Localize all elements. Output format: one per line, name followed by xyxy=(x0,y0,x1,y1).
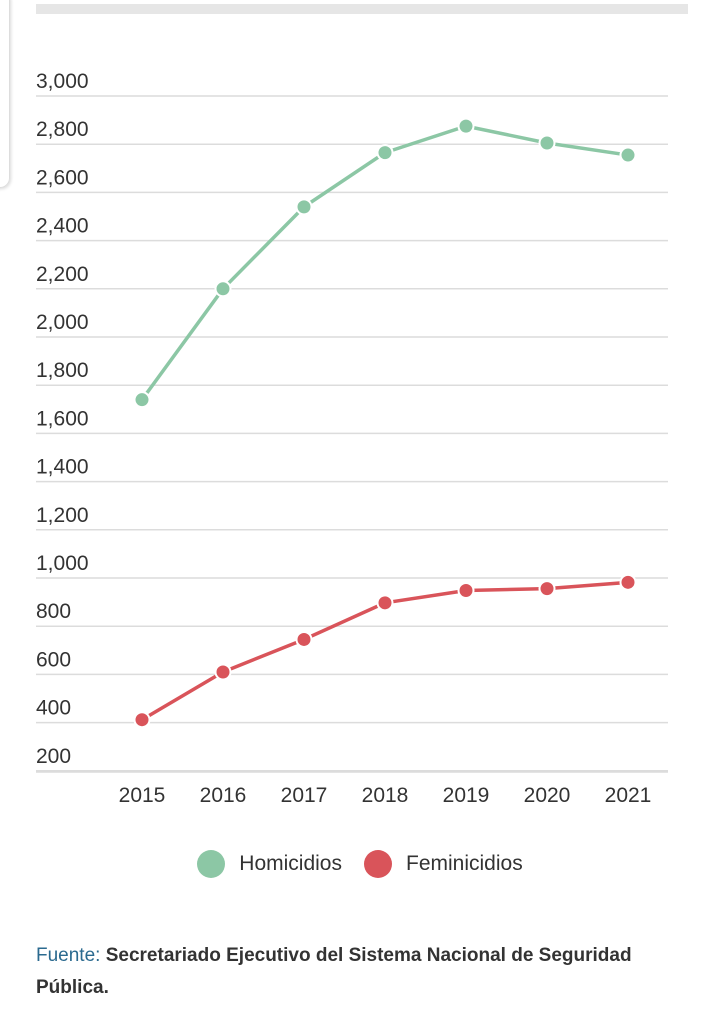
source-label: Fuente: xyxy=(36,945,101,966)
x-tick-label-2015: 2015 xyxy=(119,784,166,807)
x-tick-label-2019: 2019 xyxy=(443,784,490,807)
y-tick-label-2400: 2,400 xyxy=(36,215,89,238)
line-chart: 3,000 2,800 2,600 2,400 2,200 2,000 1,800 1,600… xyxy=(36,70,668,807)
y-tick-label-2200: 2,200 xyxy=(36,263,89,286)
legend-swatch-feminicidios xyxy=(364,850,392,878)
data-point-homicidios-2016 xyxy=(214,280,232,298)
legend-item-feminicidios[interactable]: Feminicidios xyxy=(364,850,523,878)
data-point-homicidios-2021 xyxy=(619,146,637,164)
y-tick-label-1000: 1,000 xyxy=(36,552,89,575)
series-line-homicidios xyxy=(140,124,630,402)
data-point-homicidios-2018 xyxy=(376,144,394,162)
data-point-feminicidios-2015 xyxy=(133,711,151,729)
data-point-homicidios-2019 xyxy=(457,117,475,135)
y-tick-label-1400: 1,400 xyxy=(36,456,89,479)
legend-item-homicidios[interactable]: Homicidios xyxy=(197,850,342,878)
x-tick-label-2016: 2016 xyxy=(200,784,247,807)
x-tick-label-2020: 2020 xyxy=(524,784,571,807)
y-tick-label-400: 400 xyxy=(36,697,71,720)
legend-swatch-homicidios xyxy=(197,850,226,878)
data-point-feminicidios-2021 xyxy=(619,573,637,591)
data-point-homicidios-2017 xyxy=(295,198,313,216)
data-point-homicidios-2015 xyxy=(133,391,151,409)
y-tick-label-1600: 1,600 xyxy=(36,407,89,430)
data-point-feminicidios-2020 xyxy=(538,580,556,598)
y-tick-label-2600: 2,600 xyxy=(36,166,89,189)
chart-legend: Homicidios Feminicidios xyxy=(0,850,720,878)
y-tick-label-2800: 2,800 xyxy=(36,118,89,141)
y-tick-label-1800: 1,800 xyxy=(36,359,89,382)
data-point-feminicidios-2018 xyxy=(376,594,394,612)
y-tick-label-1200: 1,200 xyxy=(36,504,89,527)
y-tick-label-600: 600 xyxy=(36,648,71,671)
data-point-feminicidios-2016 xyxy=(214,663,232,681)
y-tick-label-3000: 3,000 xyxy=(36,70,89,93)
data-point-feminicidios-2017 xyxy=(295,630,313,648)
y-tick-label-800: 800 xyxy=(36,600,71,623)
x-tick-label-2018: 2018 xyxy=(362,784,409,807)
data-point-homicidios-2020 xyxy=(538,134,556,152)
source-note: Fuente: Secretariado Ejecutivo del Siste… xyxy=(36,940,686,1004)
data-point-feminicidios-2019 xyxy=(457,582,475,600)
legend-label-homicidios: Homicidios xyxy=(239,852,342,875)
x-tick-label-2021: 2021 xyxy=(605,784,652,807)
legend-label-feminicidios: Feminicidios xyxy=(406,852,523,875)
source-text: Secretariado Ejecutivo del Sistema Nacio… xyxy=(36,945,632,998)
y-tick-label-200: 200 xyxy=(36,745,71,768)
top-divider-bar xyxy=(36,4,688,14)
x-tick-label-2017: 2017 xyxy=(281,784,328,807)
y-tick-label-2000: 2,000 xyxy=(36,311,89,334)
